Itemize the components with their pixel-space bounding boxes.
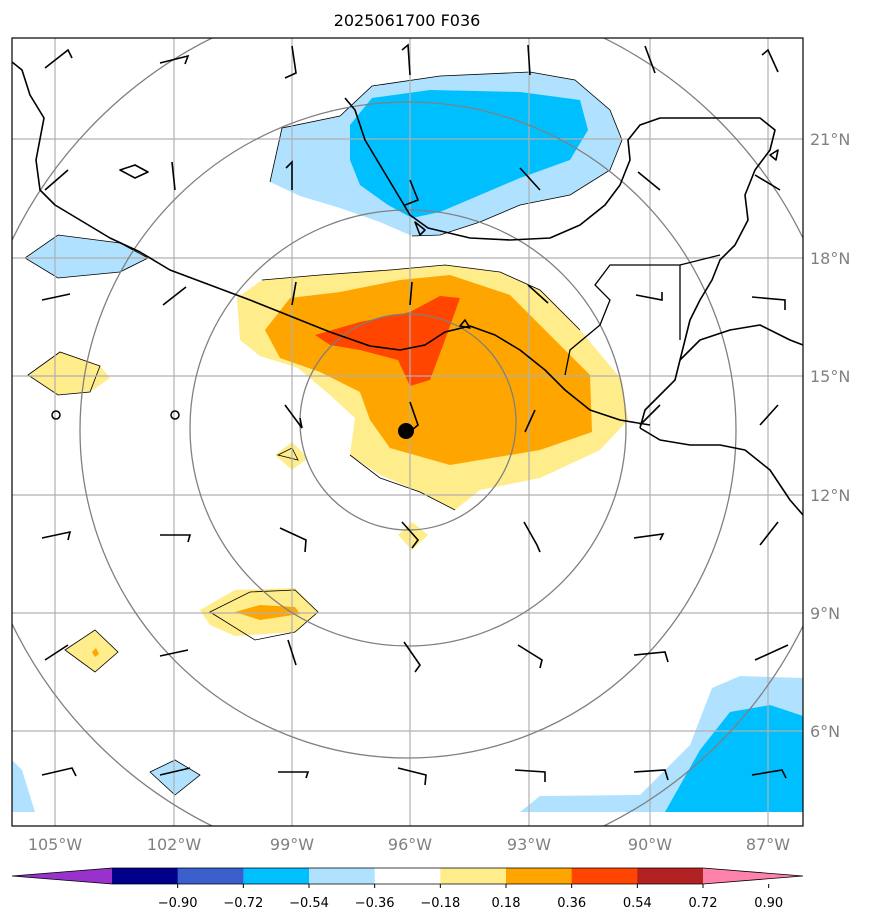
positive-field-main xyxy=(237,264,628,511)
lon-label: 90°W xyxy=(628,835,672,854)
lon-label: 96°W xyxy=(388,835,432,854)
map-plot-area xyxy=(12,38,803,826)
colorbar-tick-label: 0.72 xyxy=(689,896,718,911)
colorbar-tick-label: 0.54 xyxy=(623,896,652,911)
coastlines xyxy=(12,61,803,516)
colorbar-bin xyxy=(243,868,310,884)
longitude-labels: 105°W 102°W 99°W 96°W 93°W 90°W 87°W xyxy=(28,835,790,854)
map-frame xyxy=(11,37,804,827)
colorbar-extend-low xyxy=(12,868,112,884)
colorbar-bin xyxy=(637,868,704,884)
map-title: 2025061700 F036 xyxy=(334,11,481,30)
colorbar-tick-label: −0.18 xyxy=(420,896,460,911)
lat-label: 15°N xyxy=(810,367,850,386)
colorbar-bin xyxy=(506,868,573,884)
colorbar-tick-label: 0.36 xyxy=(557,896,586,911)
colorbar-tick-label: 0.18 xyxy=(492,896,521,911)
lon-label: 102°W xyxy=(147,835,202,854)
latitude-labels: 21°N 18°N 15°N 12°N 9°N 6°N xyxy=(810,130,850,741)
lat-label: 12°N xyxy=(810,486,850,505)
colorbar: −0.90 −0.72 −0.54 −0.36 −0.18 0.18 0.36 0.54 0.7… xyxy=(11,867,804,911)
colorbar-bin xyxy=(112,868,179,884)
lat-label: 6°N xyxy=(810,722,840,741)
lon-label: 93°W xyxy=(507,835,551,854)
colorbar-tick-label: −0.72 xyxy=(223,896,263,911)
colorbar-bin xyxy=(177,868,244,884)
lon-label: 99°W xyxy=(270,835,314,854)
lat-label: 18°N xyxy=(810,249,850,268)
wind-barbs xyxy=(41,43,789,786)
lat-label: 21°N xyxy=(810,130,850,149)
colorbar-extend-high xyxy=(703,868,803,884)
colorbar-tick-label: −0.54 xyxy=(289,896,329,911)
colorbar-bin xyxy=(309,868,376,884)
lon-label: 87°W xyxy=(746,835,790,854)
storm-center-marker xyxy=(398,423,414,439)
colorbar-tick-label: −0.90 xyxy=(158,896,198,911)
colorbar-bin xyxy=(571,868,638,884)
lon-label: 105°W xyxy=(28,835,83,854)
colorbar-bin xyxy=(440,868,507,884)
lat-label: 9°N xyxy=(810,604,840,623)
colorbar-tick-label: 0.90 xyxy=(754,896,783,911)
colorbar-bin xyxy=(374,868,441,884)
calm-wind-markers xyxy=(51,410,180,420)
colorbar-outline xyxy=(11,867,804,885)
colorbar-tick-label: −0.36 xyxy=(355,896,395,911)
country-borders xyxy=(564,254,721,376)
